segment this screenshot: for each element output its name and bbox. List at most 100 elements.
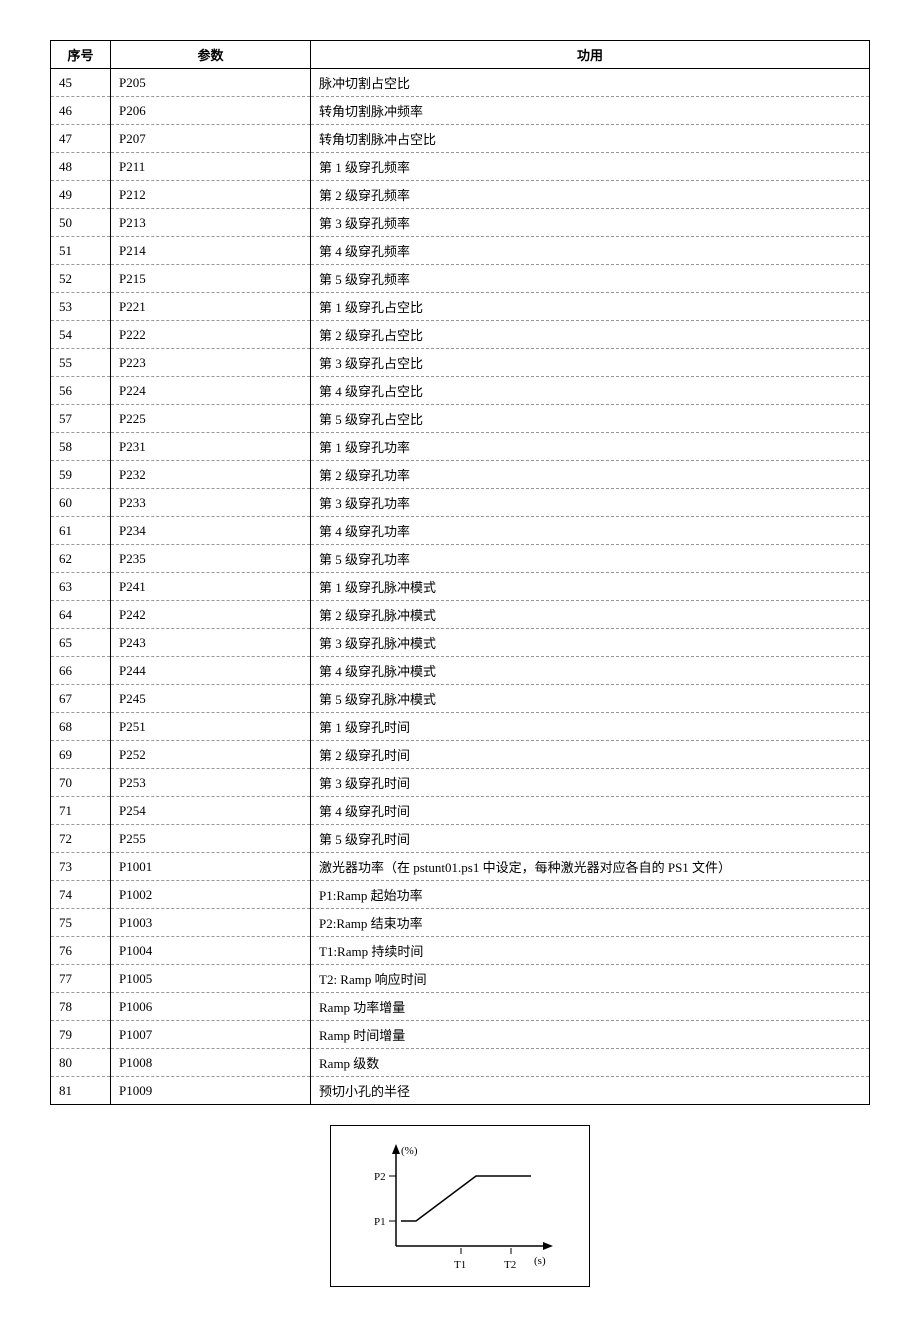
table-row: 74P1002P1:Ramp 起始功率 [51, 881, 870, 909]
table-row: 48P211第 1 级穿孔频率 [51, 153, 870, 181]
cell-param: P251 [111, 713, 311, 741]
cell-func: 第 1 级穿孔脉冲模式 [311, 573, 870, 601]
t2-label: T2 [504, 1259, 516, 1271]
table-row: 54P222第 2 级穿孔占空比 [51, 321, 870, 349]
cell-seq: 67 [51, 685, 111, 713]
cell-param: P244 [111, 657, 311, 685]
cell-seq: 51 [51, 237, 111, 265]
table-row: 49P212第 2 级穿孔频率 [51, 181, 870, 209]
cell-func: 第 3 级穿孔功率 [311, 489, 870, 517]
cell-seq: 74 [51, 881, 111, 909]
cell-param: P224 [111, 377, 311, 405]
cell-param: P255 [111, 825, 311, 853]
cell-func: 激光器功率（在 pstunt01.ps1 中设定，每种激光器对应各自的 PS1 … [311, 853, 870, 881]
cell-param: P1005 [111, 965, 311, 993]
table-row: 50P213第 3 级穿孔频率 [51, 209, 870, 237]
cell-param: P1001 [111, 853, 311, 881]
cell-param: P252 [111, 741, 311, 769]
cell-func: 第 1 级穿孔时间 [311, 713, 870, 741]
cell-func: 第 5 级穿孔功率 [311, 545, 870, 573]
cell-param: P215 [111, 265, 311, 293]
cell-seq: 60 [51, 489, 111, 517]
cell-param: P253 [111, 769, 311, 797]
cell-func: 转角切割脉冲频率 [311, 97, 870, 125]
table-row: 60P233第 3 级穿孔功率 [51, 489, 870, 517]
cell-seq: 57 [51, 405, 111, 433]
cell-param: P232 [111, 461, 311, 489]
cell-func: 第 5 级穿孔频率 [311, 265, 870, 293]
cell-seq: 73 [51, 853, 111, 881]
cell-seq: 63 [51, 573, 111, 601]
table-row: 45P205脉冲切割占空比 [51, 69, 870, 97]
cell-seq: 79 [51, 1021, 111, 1049]
p2-label: P2 [374, 1171, 386, 1183]
table-row: 67P245第 5 级穿孔脉冲模式 [51, 685, 870, 713]
cell-func: T1:Ramp 持续时间 [311, 937, 870, 965]
y-axis-unit: (%) [401, 1145, 418, 1157]
table-row: 73P1001激光器功率（在 pstunt01.ps1 中设定，每种激光器对应各… [51, 853, 870, 881]
cell-func: 第 4 级穿孔时间 [311, 797, 870, 825]
ramp-chart-container: (%) P2 P1 T1 T2 (s) [330, 1125, 590, 1287]
x-axis-unit: (s) [534, 1255, 546, 1267]
cell-seq: 48 [51, 153, 111, 181]
cell-seq: 46 [51, 97, 111, 125]
table-row: 62P235第 5 级穿孔功率 [51, 545, 870, 573]
cell-param: P231 [111, 433, 311, 461]
cell-seq: 53 [51, 293, 111, 321]
parameter-table: 序号 参数 功用 45P205脉冲切割占空比46P206转角切割脉冲频率47P2… [50, 40, 870, 1105]
cell-func: 第 5 级穿孔占空比 [311, 405, 870, 433]
table-row: 57P225第 5 级穿孔占空比 [51, 405, 870, 433]
t1-label: T1 [454, 1259, 466, 1271]
cell-seq: 80 [51, 1049, 111, 1077]
cell-func: 脉冲切割占空比 [311, 69, 870, 97]
cell-func: 第 2 级穿孔占空比 [311, 321, 870, 349]
table-row: 59P232第 2 级穿孔功率 [51, 461, 870, 489]
cell-func: 第 2 级穿孔频率 [311, 181, 870, 209]
cell-seq: 49 [51, 181, 111, 209]
table-row: 58P231第 1 级穿孔功率 [51, 433, 870, 461]
cell-func: 第 3 级穿孔占空比 [311, 349, 870, 377]
cell-seq: 65 [51, 629, 111, 657]
cell-seq: 71 [51, 797, 111, 825]
cell-seq: 75 [51, 909, 111, 937]
cell-func: 第 4 级穿孔功率 [311, 517, 870, 545]
cell-func: Ramp 功率增量 [311, 993, 870, 1021]
cell-seq: 69 [51, 741, 111, 769]
cell-param: P1004 [111, 937, 311, 965]
cell-func: 第 3 级穿孔频率 [311, 209, 870, 237]
cell-func: 第 3 级穿孔时间 [311, 769, 870, 797]
table-body: 45P205脉冲切割占空比46P206转角切割脉冲频率47P207转角切割脉冲占… [51, 69, 870, 1105]
table-row: 46P206转角切割脉冲频率 [51, 97, 870, 125]
cell-func: 第 1 级穿孔频率 [311, 153, 870, 181]
cell-param: P1002 [111, 881, 311, 909]
cell-seq: 77 [51, 965, 111, 993]
ramp-curve [401, 1176, 531, 1221]
cell-param: P1008 [111, 1049, 311, 1077]
header-param: 参数 [111, 41, 311, 69]
cell-param: P213 [111, 209, 311, 237]
cell-func: 第 4 级穿孔占空比 [311, 377, 870, 405]
table-row: 77P1005T2: Ramp 响应时间 [51, 965, 870, 993]
cell-func: 预切小孔的半径 [311, 1077, 870, 1105]
cell-func: 第 3 级穿孔脉冲模式 [311, 629, 870, 657]
cell-seq: 45 [51, 69, 111, 97]
table-row: 65P243第 3 级穿孔脉冲模式 [51, 629, 870, 657]
table-row: 71P254第 4 级穿孔时间 [51, 797, 870, 825]
cell-param: P221 [111, 293, 311, 321]
cell-seq: 47 [51, 125, 111, 153]
cell-seq: 62 [51, 545, 111, 573]
cell-param: P234 [111, 517, 311, 545]
cell-param: P1003 [111, 909, 311, 937]
table-row: 66P244第 4 级穿孔脉冲模式 [51, 657, 870, 685]
table-row: 47P207转角切割脉冲占空比 [51, 125, 870, 153]
cell-param: P207 [111, 125, 311, 153]
table-row: 81P1009预切小孔的半径 [51, 1077, 870, 1105]
cell-seq: 70 [51, 769, 111, 797]
cell-func: 第 2 级穿孔时间 [311, 741, 870, 769]
table-row: 52P215第 5 级穿孔频率 [51, 265, 870, 293]
cell-param: P1009 [111, 1077, 311, 1105]
table-row: 76P1004T1:Ramp 持续时间 [51, 937, 870, 965]
cell-param: P205 [111, 69, 311, 97]
cell-func: Ramp 时间增量 [311, 1021, 870, 1049]
cell-seq: 61 [51, 517, 111, 545]
